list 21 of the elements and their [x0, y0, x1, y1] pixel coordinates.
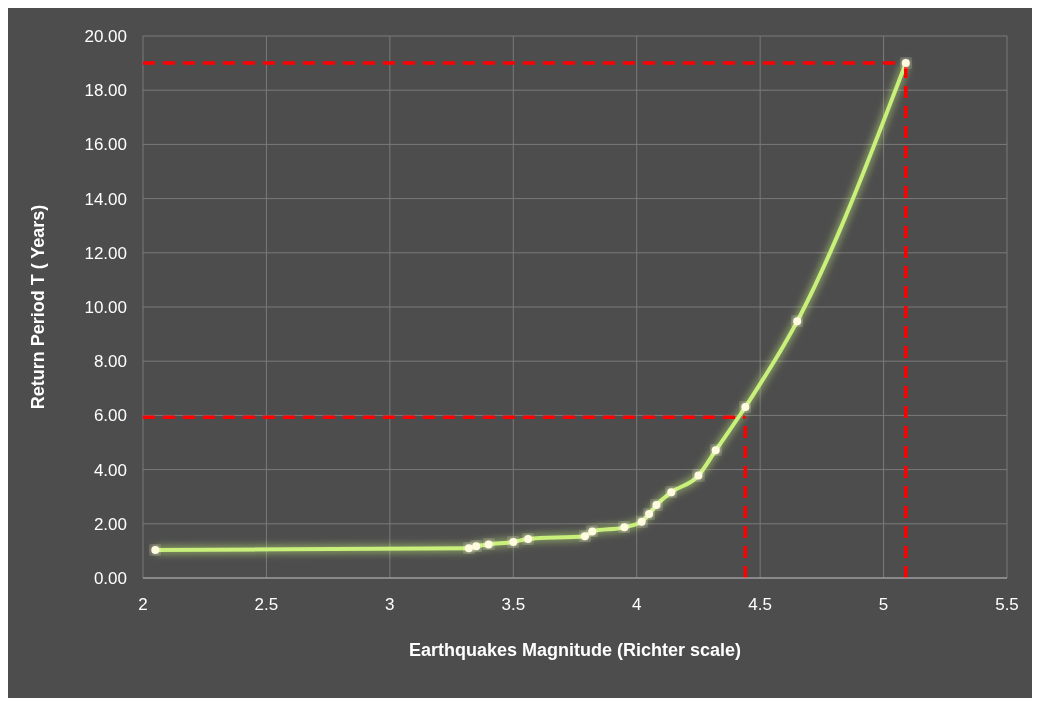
x-tick-label: 4	[631, 595, 642, 615]
x-tick-label: 5.5	[995, 595, 1019, 615]
x-tick-label: 5	[878, 595, 889, 615]
y-axis-title: Return Period T ( Years)	[28, 204, 49, 410]
x-axis-title: Earthquakes Magnitude (Richter scale)	[408, 640, 742, 660]
x-tick-label: 2.5	[254, 595, 279, 615]
y-tick-label: 10.00	[84, 298, 127, 318]
x-tick-label: 2	[138, 595, 148, 615]
y-tick-label: 16.00	[84, 135, 127, 155]
x-tick-label: 4.5	[748, 595, 772, 615]
y-tick-label: 20.00	[84, 27, 127, 47]
x-tick-label: 3	[385, 595, 395, 615]
y-tick-label: 6.00	[93, 406, 127, 426]
y-tick-label: 8.00	[93, 352, 127, 372]
y-tick-label: 0.00	[93, 569, 127, 589]
y-tick-label: 2.00	[93, 514, 127, 534]
y-tick-label: 12.00	[84, 243, 127, 263]
y-tick-label: 14.00	[84, 189, 127, 209]
y-tick-label: 4.00	[93, 460, 127, 480]
x-tick-label: 3.5	[501, 595, 526, 615]
y-tick-label: 18.00	[84, 81, 127, 101]
